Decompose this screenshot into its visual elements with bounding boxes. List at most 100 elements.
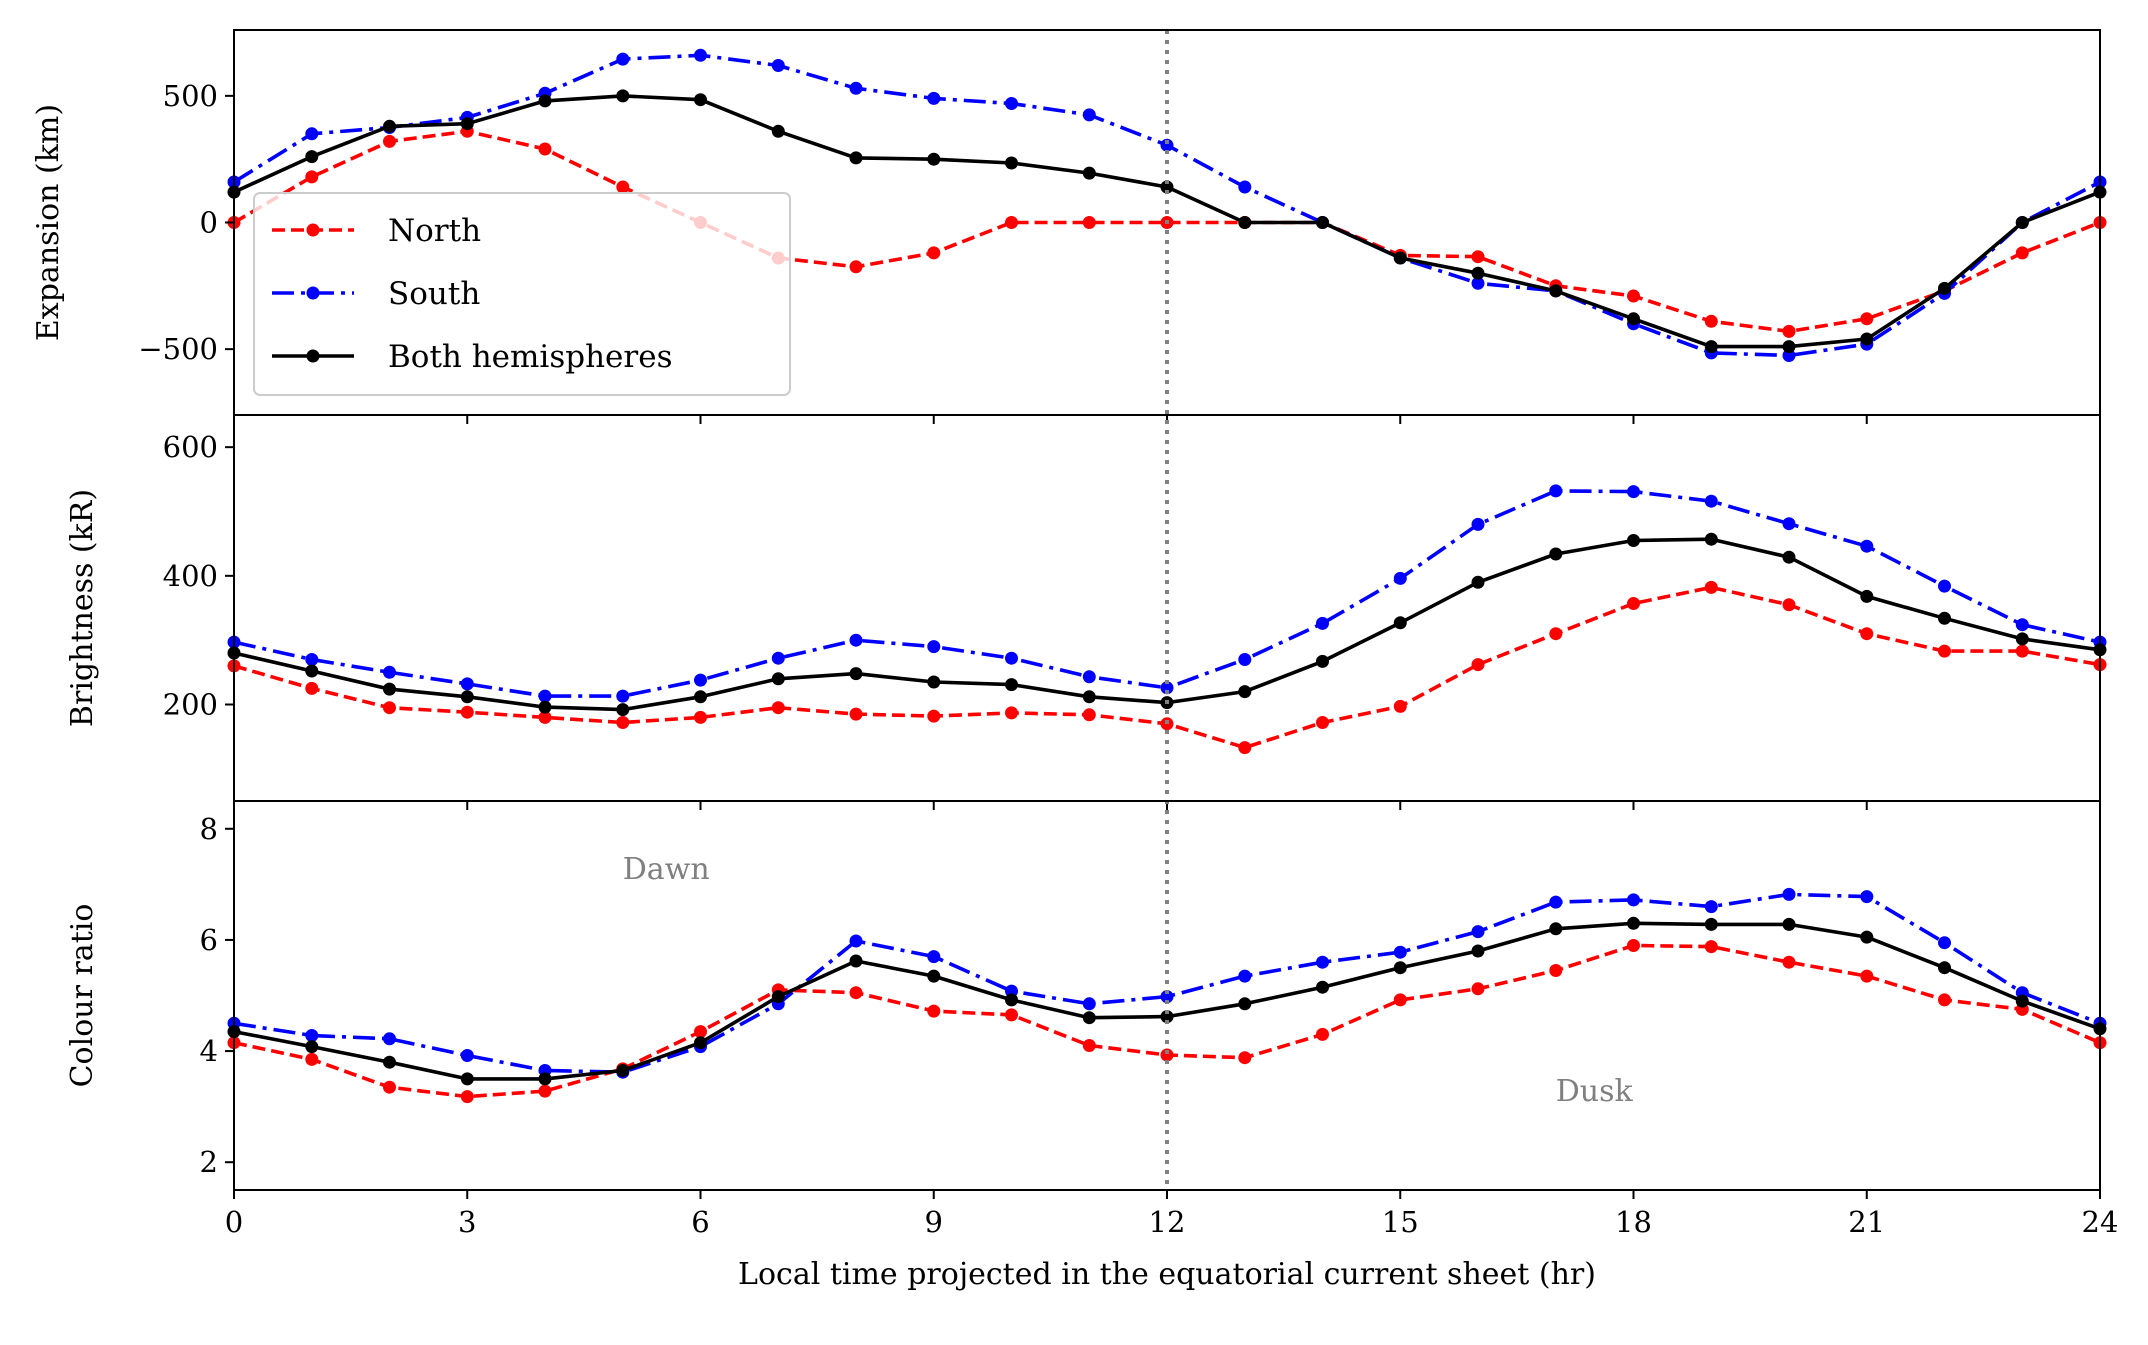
data-point bbox=[460, 677, 474, 691]
data-point bbox=[1938, 281, 1951, 295]
data-point bbox=[1005, 706, 1018, 720]
data-point bbox=[1160, 681, 1174, 695]
x-tick-label: 6 bbox=[691, 1205, 709, 1239]
data-point bbox=[1938, 644, 1951, 658]
data-point bbox=[538, 710, 552, 724]
data-point bbox=[1860, 930, 1874, 944]
data-point bbox=[1005, 216, 1018, 229]
data-point bbox=[1782, 340, 1796, 354]
data-point bbox=[2015, 216, 2029, 229]
data-point bbox=[694, 1025, 707, 1039]
data-point bbox=[1393, 251, 1407, 265]
data-point bbox=[1938, 936, 1951, 950]
data-point bbox=[694, 710, 707, 724]
data-point bbox=[1627, 485, 1640, 499]
data-point bbox=[694, 93, 707, 107]
data-point bbox=[1160, 1048, 1174, 1062]
data-point bbox=[538, 700, 552, 714]
data-point bbox=[927, 709, 941, 723]
data-point bbox=[1704, 494, 1718, 508]
y-tick-label: 8 bbox=[200, 812, 218, 846]
panel-2: 200 400 600 Brightness (kR) bbox=[65, 430, 2107, 810]
data-point bbox=[1082, 216, 1096, 229]
data-point bbox=[616, 716, 630, 729]
data-point bbox=[1471, 982, 1485, 996]
data-point bbox=[2015, 246, 2029, 260]
data-point bbox=[305, 1040, 319, 1054]
data-point bbox=[1860, 890, 1874, 904]
y-tick-label: 2 bbox=[200, 1145, 218, 1179]
data-point bbox=[2015, 644, 2029, 658]
data-point bbox=[849, 954, 863, 968]
data-point bbox=[383, 665, 396, 679]
data-point bbox=[2015, 618, 2029, 632]
data-point bbox=[771, 124, 785, 138]
data-point bbox=[1082, 708, 1096, 722]
data-point bbox=[1393, 961, 1407, 975]
data-point bbox=[1471, 276, 1485, 290]
data-point bbox=[383, 1032, 396, 1046]
data-point bbox=[927, 950, 941, 964]
legend-marker bbox=[306, 223, 320, 237]
data-point bbox=[460, 1072, 474, 1086]
data-point bbox=[1238, 969, 1252, 983]
data-point bbox=[1860, 627, 1874, 641]
data-point bbox=[1082, 108, 1096, 122]
data-point bbox=[771, 651, 785, 665]
data-point bbox=[616, 52, 630, 66]
data-point bbox=[460, 690, 474, 704]
annotation-dawn: Dawn bbox=[623, 852, 710, 887]
data-point bbox=[849, 986, 863, 1000]
data-point bbox=[1316, 216, 1329, 229]
data-point bbox=[1005, 1008, 1018, 1022]
x-tick-label: 3 bbox=[458, 1205, 476, 1239]
data-point bbox=[1238, 216, 1252, 229]
x-tick-label: 9 bbox=[925, 1205, 943, 1239]
x-tick-label: 15 bbox=[1382, 1205, 1419, 1239]
data-point bbox=[1938, 579, 1951, 593]
y-tick-label: 400 bbox=[163, 559, 218, 593]
data-point bbox=[305, 1029, 319, 1042]
data-point bbox=[538, 1084, 552, 1098]
data-point bbox=[927, 246, 941, 260]
data-point bbox=[538, 689, 552, 703]
data-point bbox=[538, 1072, 552, 1086]
data-point bbox=[927, 969, 941, 983]
data-point bbox=[1627, 939, 1640, 952]
data-point bbox=[1549, 484, 1563, 498]
data-point bbox=[1782, 598, 1796, 612]
data-point bbox=[538, 142, 552, 156]
data-point bbox=[1471, 944, 1485, 958]
data-point bbox=[1860, 539, 1874, 553]
data-point bbox=[1549, 627, 1563, 641]
y-tick-label: −500 bbox=[138, 332, 218, 366]
data-point bbox=[1782, 349, 1796, 362]
data-point bbox=[927, 675, 941, 689]
data-point bbox=[771, 59, 785, 72]
data-point bbox=[305, 150, 319, 164]
data-point bbox=[460, 1090, 474, 1104]
legend-frame bbox=[253, 192, 791, 396]
data-point bbox=[927, 91, 941, 105]
data-point bbox=[1704, 940, 1718, 954]
data-point bbox=[1704, 580, 1718, 594]
data-point bbox=[383, 134, 396, 148]
data-point bbox=[849, 260, 863, 274]
x-tick-label: 0 bbox=[225, 1205, 243, 1239]
data-point bbox=[1704, 900, 1718, 914]
data-point bbox=[927, 640, 941, 654]
data-point bbox=[927, 1004, 941, 1018]
data-point bbox=[383, 701, 396, 715]
data-point bbox=[1316, 955, 1329, 969]
data-point bbox=[1393, 616, 1407, 630]
data-point bbox=[1393, 571, 1407, 585]
y-tick-label: 500 bbox=[163, 79, 218, 113]
y-tick-label: 0 bbox=[200, 206, 218, 240]
data-point bbox=[1782, 517, 1796, 531]
data-point bbox=[1704, 532, 1718, 546]
data-point bbox=[616, 1064, 630, 1077]
data-point bbox=[1627, 534, 1640, 547]
data-point bbox=[2015, 632, 2029, 646]
data-point bbox=[694, 48, 707, 62]
data-point bbox=[1238, 741, 1252, 755]
